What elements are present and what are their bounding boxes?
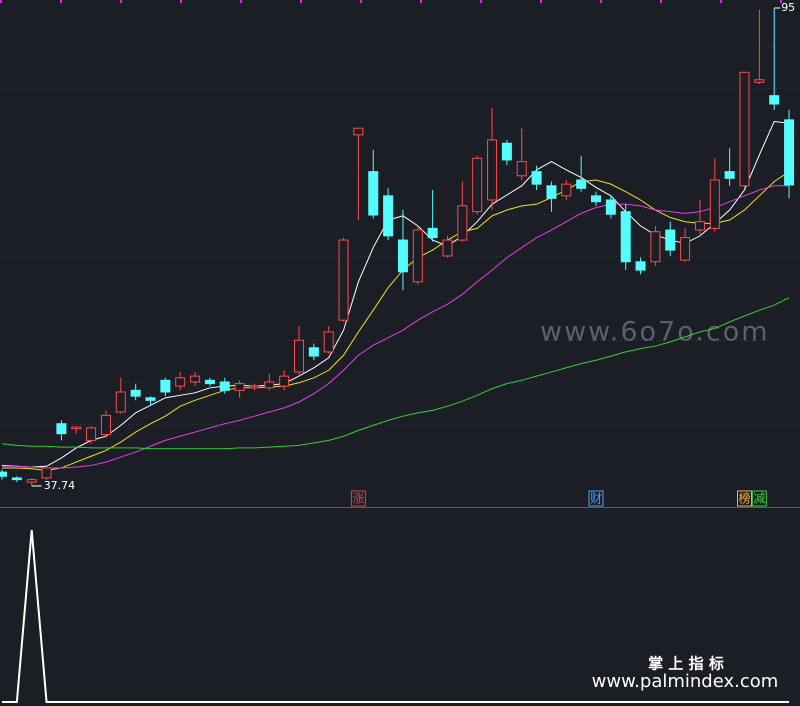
candle-body (353, 127, 364, 136)
marker-box (588, 490, 604, 507)
high-label: 95 (781, 1, 795, 14)
candle-body (308, 347, 319, 357)
candle-body (665, 229, 676, 251)
candle-body (323, 331, 334, 353)
candle-body (680, 237, 691, 261)
candle-body (279, 375, 290, 387)
candle-body (115, 391, 126, 413)
candle-body (190, 375, 201, 383)
candle-body (56, 423, 67, 435)
candle-body (397, 239, 408, 273)
candle-body (160, 379, 171, 393)
candle-body (605, 199, 616, 215)
candle-body (41, 467, 52, 479)
low-label: 37.74 (44, 479, 75, 492)
candle-body (234, 383, 245, 391)
candle-body (516, 161, 527, 177)
candle-body (620, 211, 631, 263)
candle-body (100, 414, 111, 436)
candle-body (472, 157, 483, 213)
candle-body (591, 195, 601, 203)
candle-body (546, 185, 557, 199)
moving-average (2, 185, 790, 469)
marker-box (737, 490, 752, 507)
moving-average (2, 171, 790, 471)
candle-body (249, 385, 260, 389)
candle-body (576, 179, 587, 189)
candle-body (145, 397, 156, 401)
candle-body (561, 183, 572, 197)
moving-average (1, 297, 790, 450)
candle-body (531, 171, 542, 185)
candle-body (501, 142, 512, 161)
marker-box (751, 490, 767, 507)
watermark-url: www.palmindex.com (592, 671, 779, 692)
candle-body (694, 221, 705, 231)
candle-body (754, 79, 765, 83)
candle-body (709, 179, 720, 229)
candle-body (784, 119, 795, 186)
candle-body (294, 339, 304, 373)
marker: 涨 (352, 491, 364, 506)
candle-body (487, 139, 498, 201)
candle-body (26, 479, 37, 483)
marker-box (350, 490, 366, 507)
watermark-site: www.6o7o.com (540, 317, 770, 348)
candle-body (175, 377, 186, 387)
candle-body (219, 381, 230, 391)
candle-body (368, 171, 379, 216)
candle-body (0, 471, 7, 477)
candle-body (650, 231, 661, 263)
candle-body (338, 239, 349, 321)
candle-body (769, 95, 780, 105)
watermark-brand: 掌 上 指 标 (648, 655, 724, 673)
candle-body (11, 477, 22, 481)
marker: 榜 (738, 491, 750, 506)
candle-body (204, 379, 215, 385)
candle-body (724, 171, 735, 179)
marker: 减 (753, 492, 765, 506)
marker: 财 (590, 492, 602, 506)
candle-body (412, 229, 423, 283)
candle-body (383, 195, 394, 237)
candle-body (457, 205, 468, 241)
candle-body (635, 261, 646, 271)
candle-body (739, 71, 750, 187)
indicator-line (2, 529, 790, 703)
candle-body (427, 227, 438, 239)
candle-body (264, 381, 275, 389)
candle-body (442, 239, 453, 257)
candle-body (71, 426, 82, 430)
candle-body (130, 389, 141, 397)
candle-body (86, 427, 97, 441)
